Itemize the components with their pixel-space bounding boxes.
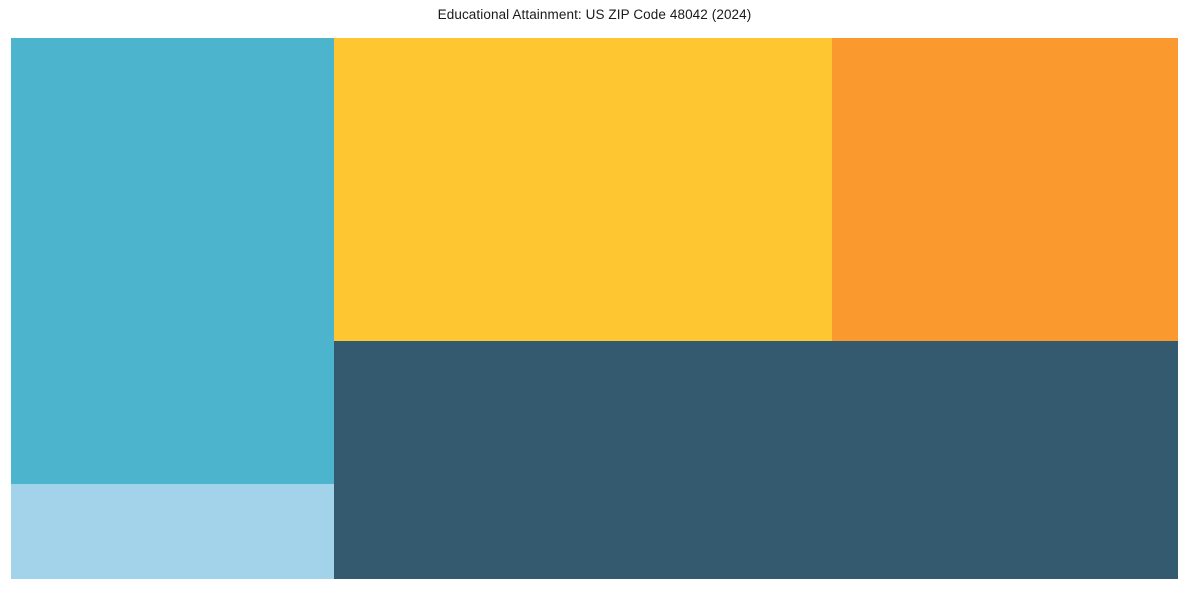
treemap-tile-bachelors-degree[interactable]: Bachelor's degree xyxy=(334,341,1178,579)
treemap-plot-area: Some college, no degree Associate degree… xyxy=(11,38,1178,579)
treemap-tile-high-school-graduate[interactable]: High school graduate xyxy=(334,38,832,341)
treemap-tile-graduate-degree[interactable]: Graduate or professional degree xyxy=(832,38,1178,341)
treemap-tile-some-college[interactable]: Some college, no degree xyxy=(11,38,334,484)
page-title: Educational Attainment: US ZIP Code 4804… xyxy=(437,7,752,22)
treemap-tile-associate-degree[interactable]: Associate degree xyxy=(11,484,334,579)
